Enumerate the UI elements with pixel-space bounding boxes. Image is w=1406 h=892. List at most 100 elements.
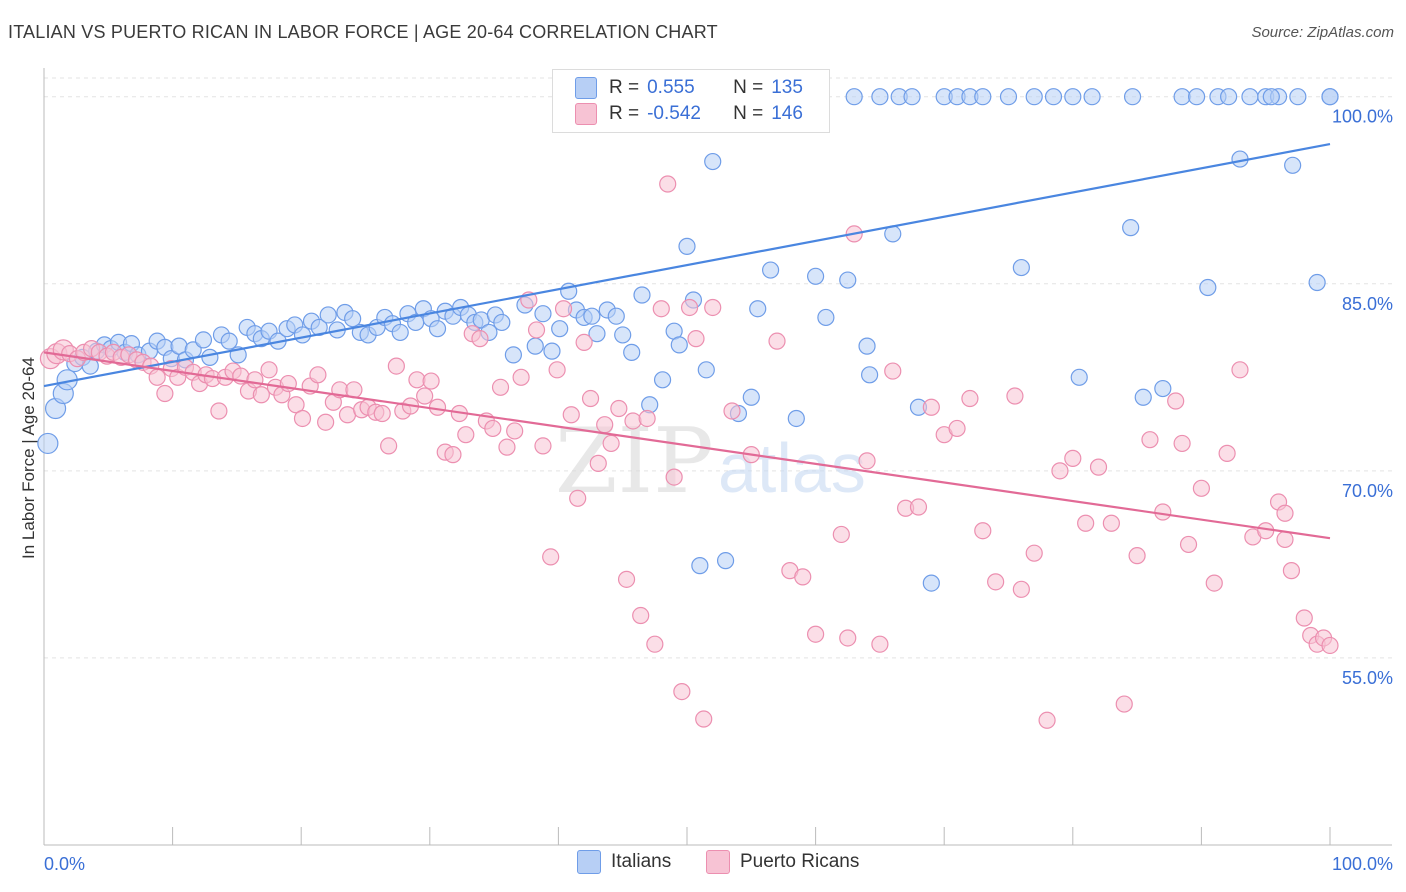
data-point [716, 552, 735, 570]
data-point [1262, 88, 1280, 106]
italians-r-value: 0.555 [647, 77, 695, 98]
data-point [1128, 547, 1146, 565]
data-point [512, 368, 530, 386]
data-point [987, 573, 1005, 591]
data-point [858, 452, 876, 470]
data-point [632, 606, 650, 625]
data-point [768, 332, 786, 350]
data-point [1038, 711, 1056, 729]
data-point [646, 635, 664, 653]
data-point [310, 318, 328, 337]
data-point [678, 237, 696, 255]
data-point [1173, 88, 1191, 106]
data-point [742, 388, 760, 406]
y-axis-label: In Labor Force | Age 20-64 [19, 357, 38, 559]
y-tick-label: 100.0% [1332, 107, 1393, 127]
legend-item-puerto-ricans[interactable]: Puerto Ricans [706, 850, 859, 874]
italians-n-value: 135 [771, 77, 803, 98]
data-point [1115, 695, 1133, 713]
data-point [624, 412, 642, 430]
data-point [652, 300, 670, 318]
y-tick-label: 85.0% [1342, 294, 1393, 314]
puerto-ricans-n-value: 146 [771, 103, 803, 124]
data-point [691, 557, 709, 575]
data-point [210, 402, 228, 420]
data-point [252, 386, 270, 404]
legend-puerto-ricans-label: Puerto Ricans [740, 851, 860, 872]
y-tick-label: 70.0% [1342, 481, 1393, 501]
data-point [201, 348, 219, 366]
data-point [534, 437, 552, 455]
data-point [548, 361, 566, 379]
data-point [922, 574, 940, 592]
puerto-ricans-r-value: -0.542 [647, 103, 701, 124]
data-point [1012, 258, 1030, 277]
data-point [806, 625, 825, 643]
data-point [1070, 368, 1088, 386]
chart-title: ITALIAN VS PUERTO RICAN IN LABOR FORCE |… [8, 22, 718, 42]
data-point [504, 346, 522, 364]
stats-row-puerto-ricans: R = -0.542 N = 146 [575, 101, 803, 127]
data-point [373, 404, 391, 423]
data-point [1141, 431, 1159, 449]
data-point [416, 387, 434, 405]
data-point [948, 419, 966, 438]
data-point [922, 398, 940, 416]
data-point [1289, 88, 1307, 106]
data-point [542, 548, 560, 566]
data-point [1218, 444, 1236, 462]
data-point [974, 88, 992, 106]
data-point [428, 320, 447, 338]
data-point [1012, 580, 1030, 598]
data-point [909, 498, 928, 516]
data-point [444, 446, 462, 464]
data-point [695, 710, 713, 728]
data-point [832, 525, 850, 544]
data-point [319, 306, 337, 324]
data-point [527, 321, 546, 339]
data-point [817, 308, 835, 327]
data-point [194, 331, 213, 349]
data-point [543, 342, 561, 360]
data-point [602, 434, 620, 453]
data-point [1276, 504, 1294, 522]
italians-swatch [575, 77, 597, 99]
data-point [156, 384, 174, 403]
data-point [974, 522, 992, 540]
puerto-ricans-r-label: R = [609, 103, 640, 124]
data-point [220, 332, 238, 350]
data-point [858, 337, 876, 355]
data-point [1064, 449, 1082, 467]
legend-item-italians[interactable]: Italians [577, 850, 671, 874]
data-point [1220, 88, 1238, 106]
data-point [457, 426, 475, 444]
data-point [1154, 503, 1172, 521]
data-point [704, 298, 722, 317]
data-point [614, 326, 632, 344]
data-point [845, 88, 863, 106]
data-point [1308, 273, 1326, 292]
data-point [1025, 544, 1043, 562]
data-point [1179, 535, 1198, 554]
series-italians [37, 88, 1339, 592]
data-point [787, 409, 805, 428]
italians-r-label: R = [609, 77, 640, 98]
data-point [1173, 434, 1191, 453]
data-point [665, 468, 683, 486]
stats-legend-box: R = 0.555 N = 135 R = -0.542 N = 146 [552, 69, 830, 133]
data-point [380, 437, 398, 455]
data-point [871, 635, 889, 653]
data-point [1321, 88, 1339, 106]
data-point [1044, 88, 1063, 106]
data-point [623, 343, 641, 361]
data-point [588, 325, 606, 343]
data-point [493, 313, 511, 332]
legend-italians-swatch [577, 850, 601, 874]
data-point [1123, 88, 1142, 106]
y-tick-label: 55.0% [1342, 668, 1393, 688]
data-point [1276, 530, 1294, 549]
data-point [1064, 88, 1082, 106]
data-point [680, 298, 699, 317]
data-point [1205, 574, 1223, 592]
